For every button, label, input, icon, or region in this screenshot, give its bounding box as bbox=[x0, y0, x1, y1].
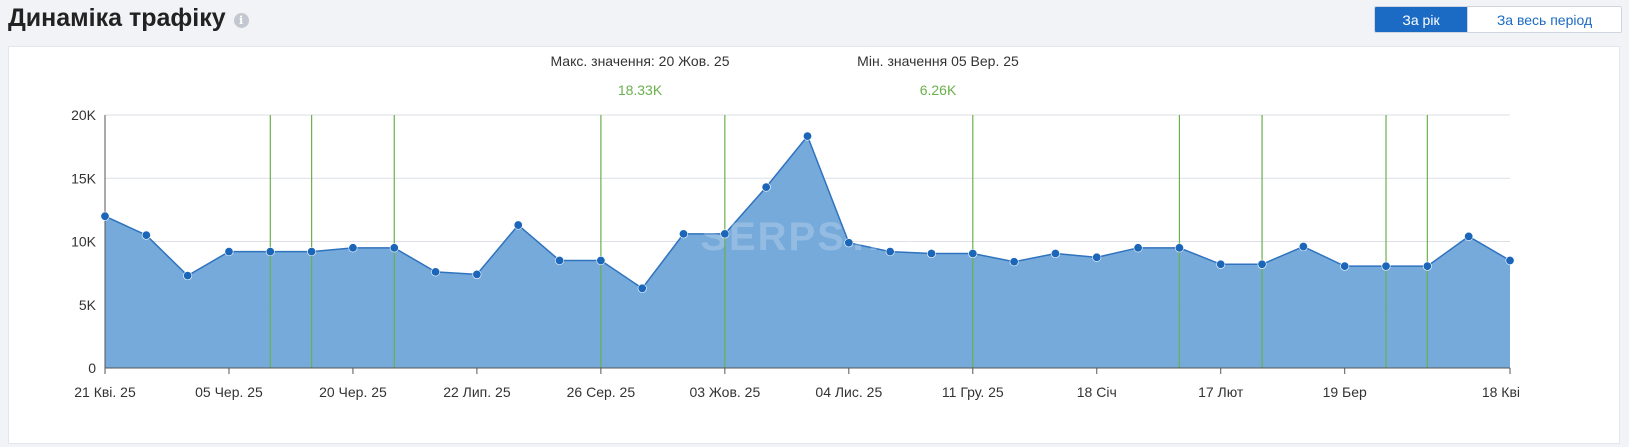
data-point[interactable] bbox=[637, 283, 647, 293]
data-point[interactable] bbox=[1216, 259, 1226, 269]
label-layer: 0 5K 10K 15K 20K 21 Кві. 25 05 Чер. 25 20 Чер. … bbox=[71, 53, 1520, 400]
data-point[interactable] bbox=[183, 271, 193, 281]
data-point[interactable] bbox=[679, 229, 689, 239]
serpstat-watermark: SERPSTAT bbox=[700, 215, 923, 259]
x-tick-label: 18 Кві bbox=[1482, 384, 1520, 400]
y-tick-label: 20K bbox=[71, 107, 97, 123]
min-value-label: Мін. значення 05 Вер. 25 bbox=[857, 53, 1019, 69]
period-year-button[interactable]: За рік bbox=[1375, 7, 1467, 32]
period-toggle: За рік За весь період bbox=[1374, 6, 1622, 33]
data-point[interactable] bbox=[926, 249, 936, 259]
watermark-layer: SERPSTAT bbox=[700, 215, 923, 259]
y-tick-label: 10K bbox=[71, 234, 97, 250]
data-point[interactable] bbox=[348, 243, 358, 253]
data-point[interactable] bbox=[472, 269, 482, 279]
x-tick-label: 05 Чер. 25 bbox=[195, 384, 263, 400]
data-point[interactable] bbox=[844, 238, 854, 248]
x-tick-label: 20 Чер. 25 bbox=[319, 384, 387, 400]
data-point[interactable] bbox=[761, 182, 771, 192]
traffic-area bbox=[105, 136, 1510, 368]
x-tick-label: 22 Лип. 25 bbox=[443, 384, 511, 400]
data-point[interactable] bbox=[1340, 261, 1350, 271]
x-tick-label: 17 Лют bbox=[1198, 384, 1244, 400]
data-point[interactable] bbox=[1298, 242, 1308, 252]
x-tick-label: 03 Жов. 25 bbox=[689, 384, 760, 400]
data-point[interactable] bbox=[224, 247, 234, 257]
data-point[interactable] bbox=[513, 220, 523, 230]
data-point[interactable] bbox=[1422, 261, 1432, 271]
data-point[interactable] bbox=[265, 247, 275, 257]
y-tick-label: 15K bbox=[71, 170, 97, 186]
info-icon[interactable]: i bbox=[233, 13, 249, 28]
page-title: Динаміка трафіку i bbox=[8, 4, 249, 33]
data-point[interactable] bbox=[720, 229, 730, 239]
y-tick-label: 0 bbox=[88, 360, 96, 376]
max-value-label: Макс. значення: 20 Жов. 25 bbox=[550, 53, 729, 69]
point-layer bbox=[100, 131, 1515, 293]
y-tick-label: 5K bbox=[79, 297, 97, 313]
max-value: 18.33K bbox=[618, 82, 663, 98]
marker-layer bbox=[269, 115, 1428, 368]
data-point[interactable] bbox=[1009, 257, 1019, 267]
data-point[interactable] bbox=[1505, 255, 1515, 265]
data-point[interactable] bbox=[1050, 249, 1060, 259]
data-point[interactable] bbox=[431, 267, 441, 277]
period-all-button[interactable]: За весь період bbox=[1467, 7, 1621, 32]
data-point[interactable] bbox=[802, 131, 812, 141]
data-point[interactable] bbox=[389, 243, 399, 253]
x-tick-label: 19 Бер bbox=[1323, 384, 1367, 400]
data-point[interactable] bbox=[1133, 243, 1143, 253]
data-point[interactable] bbox=[100, 211, 110, 221]
data-point[interactable] bbox=[885, 247, 895, 257]
page-title-text: Динаміка трафіку bbox=[8, 4, 226, 32]
data-point[interactable] bbox=[1464, 231, 1474, 241]
data-point[interactable] bbox=[1257, 259, 1267, 269]
data-point[interactable] bbox=[1381, 261, 1391, 271]
data-point[interactable] bbox=[1092, 252, 1102, 262]
data-point[interactable] bbox=[141, 230, 151, 240]
axis-layer bbox=[104, 115, 1511, 374]
min-value: 6.26K bbox=[920, 82, 957, 98]
data-point[interactable] bbox=[555, 255, 565, 265]
x-tick-label: 18 Січ bbox=[1077, 384, 1117, 400]
data-point[interactable] bbox=[968, 249, 978, 259]
x-tick-label: 21 Кві. 25 bbox=[74, 384, 136, 400]
x-tick-label: 04 Лис. 25 bbox=[815, 384, 882, 400]
x-tick-label: 11 Гру. 25 bbox=[942, 384, 1004, 400]
x-tick-label: 26 Сер. 25 bbox=[567, 384, 636, 400]
data-point[interactable] bbox=[596, 255, 606, 265]
data-point[interactable] bbox=[307, 247, 317, 257]
data-point[interactable] bbox=[1174, 243, 1184, 253]
